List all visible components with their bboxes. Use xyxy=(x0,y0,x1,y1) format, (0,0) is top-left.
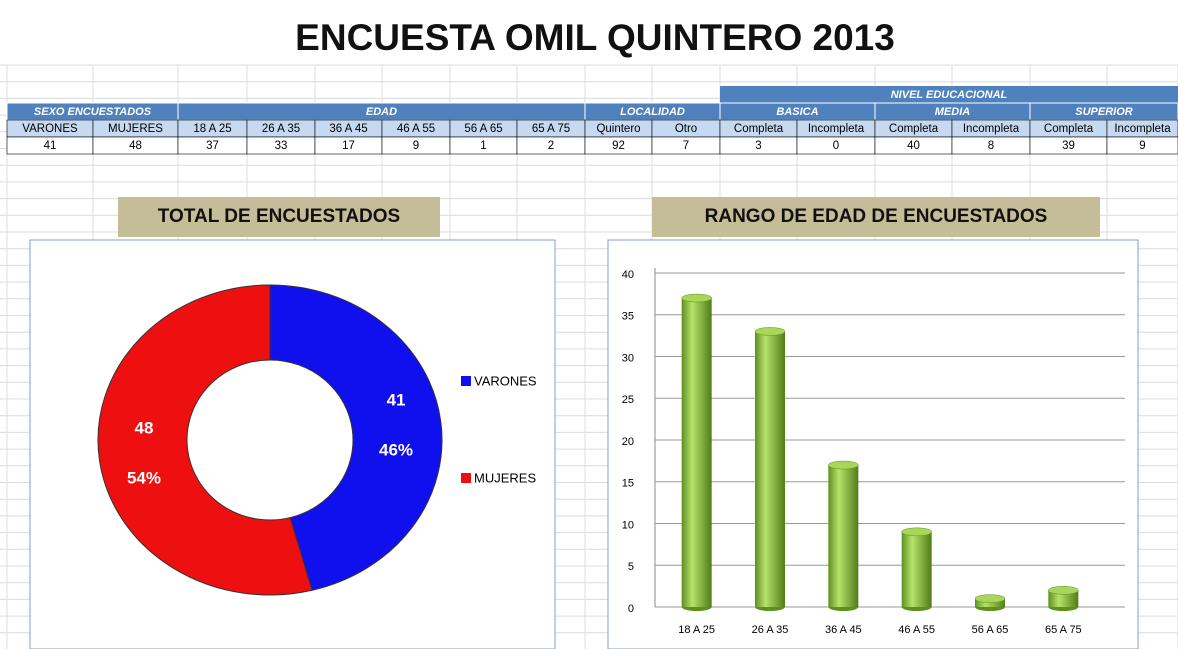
bar xyxy=(901,531,932,607)
y-tick-label: 15 xyxy=(622,478,634,490)
bar-cap xyxy=(901,527,932,537)
y-tick-label: 25 xyxy=(622,394,634,406)
x-tick-label: 65 A 75 xyxy=(1045,624,1082,636)
value: 0 xyxy=(833,140,839,152)
y-tick-label: 5 xyxy=(628,561,634,573)
value: 40 xyxy=(907,140,920,152)
data-label: 48 xyxy=(135,419,154,438)
donut-slice xyxy=(97,284,313,596)
bar-cap xyxy=(681,293,712,303)
legend-swatch xyxy=(461,376,471,386)
chart-title: RANGO DE EDAD DE ENCUESTADOS xyxy=(705,206,1048,227)
header: MEDIA xyxy=(935,106,971,118)
y-tick-label: 35 xyxy=(622,311,634,323)
column-label: Incompleta xyxy=(1114,123,1171,135)
column-label: Completa xyxy=(1044,123,1094,135)
value: 37 xyxy=(206,140,219,152)
legend-label: VARONES xyxy=(474,373,537,388)
column-label: MUJERES xyxy=(108,123,163,135)
value: 8 xyxy=(988,140,994,152)
header: SEXO ENCUESTADOS xyxy=(34,106,152,118)
bar-cap xyxy=(974,594,1006,603)
header: BASICA xyxy=(776,106,818,118)
column-label: Otro xyxy=(675,123,697,135)
header: SUPERIOR xyxy=(1075,106,1133,118)
donut-slice xyxy=(269,284,443,591)
percent-label: 54% xyxy=(127,469,161,488)
value: 92 xyxy=(612,140,625,152)
value: 9 xyxy=(1139,140,1145,152)
column-label: 65 A 75 xyxy=(532,123,570,135)
legend-swatch xyxy=(461,473,471,483)
y-tick-label: 40 xyxy=(622,269,634,281)
y-tick-label: 0 xyxy=(628,603,634,615)
bar xyxy=(681,298,712,607)
column-label: 36 A 45 xyxy=(329,123,367,135)
value: 48 xyxy=(129,140,142,152)
value: 1 xyxy=(480,140,486,152)
bar xyxy=(755,331,785,607)
bar xyxy=(828,465,859,607)
column-label: VARONES xyxy=(22,123,78,135)
header: EDAD xyxy=(366,106,397,118)
x-tick-label: 36 A 45 xyxy=(825,624,862,636)
column-label: Completa xyxy=(734,123,784,135)
column-label: 26 A 35 xyxy=(262,123,300,135)
value: 2 xyxy=(548,140,554,152)
value: 41 xyxy=(44,140,57,152)
y-tick-label: 20 xyxy=(622,436,634,448)
x-tick-label: 56 A 65 xyxy=(972,624,1009,636)
sheet-title: ENCUESTA OMIL QUINTERO 2013 xyxy=(295,17,895,58)
bar-cap xyxy=(754,327,786,336)
value: 7 xyxy=(683,140,689,152)
column-label: Quintero xyxy=(596,123,640,135)
bar-cap xyxy=(828,460,859,470)
value: 3 xyxy=(755,140,761,152)
x-tick-label: 26 A 35 xyxy=(752,624,789,636)
bar-cap xyxy=(1048,586,1079,595)
chart-title: TOTAL DE ENCUESTADOS xyxy=(158,206,400,227)
chart-title-box xyxy=(652,197,1100,237)
legend-label: MUJERES xyxy=(474,470,536,485)
percent-label: 46% xyxy=(379,440,413,459)
value: 33 xyxy=(275,140,288,152)
data-label: 41 xyxy=(387,390,406,409)
bar xyxy=(1048,590,1079,607)
value: 9 xyxy=(413,140,419,152)
column-label: Incompleta xyxy=(808,123,865,135)
value: 39 xyxy=(1062,140,1075,152)
column-label: Incompleta xyxy=(963,123,1020,135)
value-cell xyxy=(1106,136,1178,155)
group-header: NIVEL EDUCACIONAL xyxy=(891,89,1008,101)
column-label: Completa xyxy=(889,123,939,135)
group-header-cell xyxy=(720,86,1178,103)
column-label: 18 A 25 xyxy=(193,123,231,135)
column-label: 56 A 65 xyxy=(464,123,502,135)
value: 17 xyxy=(342,140,355,152)
y-tick-label: 30 xyxy=(622,352,634,364)
column-label: 46 A 55 xyxy=(397,123,435,135)
header: LOCALIDAD xyxy=(620,106,685,118)
y-tick-label: 10 xyxy=(622,519,634,531)
x-tick-label: 46 A 55 xyxy=(898,624,935,636)
chart-title-box xyxy=(118,197,440,237)
x-tick-label: 18 A 25 xyxy=(678,624,715,636)
